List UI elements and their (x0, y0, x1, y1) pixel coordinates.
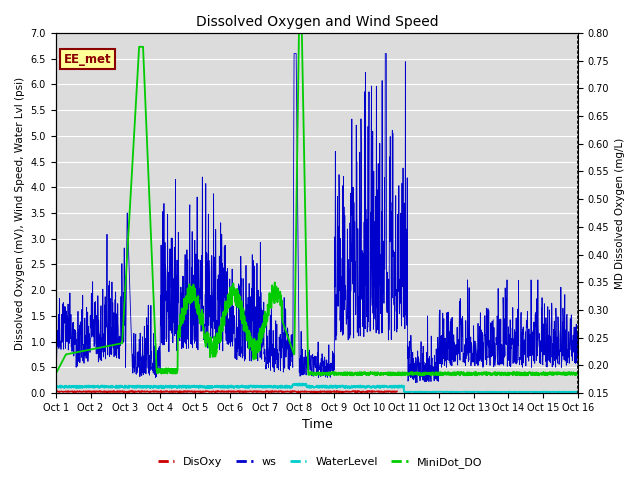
X-axis label: Time: Time (301, 419, 332, 432)
Text: EE_met: EE_met (63, 53, 111, 66)
Legend: DisOxy, ws, WaterLevel, MiniDot_DO: DisOxy, ws, WaterLevel, MiniDot_DO (154, 452, 486, 472)
Title: Dissolved Oxygen and Wind Speed: Dissolved Oxygen and Wind Speed (196, 15, 438, 29)
Y-axis label: Dissolved Oxygen (mV), Wind Speed, Water Lvl (psi): Dissolved Oxygen (mV), Wind Speed, Water… (15, 76, 25, 349)
Y-axis label: MD Dissolved Oxygen (mg/L): MD Dissolved Oxygen (mg/L) (615, 137, 625, 288)
